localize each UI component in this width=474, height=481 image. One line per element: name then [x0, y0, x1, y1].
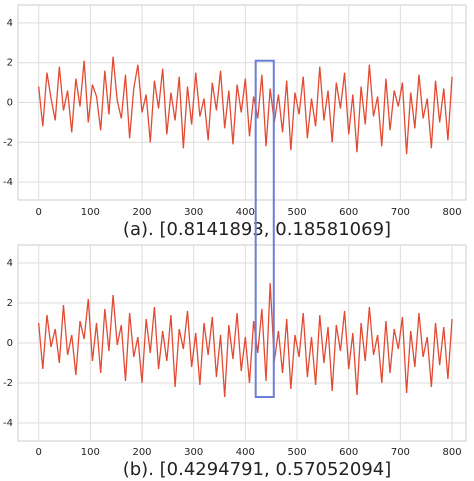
- x-tick-label: 600: [339, 207, 358, 218]
- y-tick-label: 4: [7, 258, 13, 269]
- y-tick-label: -4: [3, 177, 13, 188]
- x-tick-label: 700: [391, 207, 410, 218]
- x-tick-label: 800: [443, 447, 462, 458]
- caption: (a). [0.8141893, 0.18581069]: [123, 219, 391, 240]
- x-tick-label: 300: [184, 447, 203, 458]
- x-tick-label: 0: [35, 447, 41, 458]
- highlight-box: [254, 59, 275, 398]
- y-tick-label: -2: [3, 137, 13, 148]
- x-tick-label: 400: [236, 447, 255, 458]
- x-tick-label: 500: [287, 447, 306, 458]
- y-tick-label: 4: [7, 18, 13, 29]
- x-tick-label: 200: [132, 207, 151, 218]
- x-tick-label: 100: [81, 447, 100, 458]
- x-tick-label: 400: [236, 207, 255, 218]
- data-line: [38, 282, 453, 398]
- x-tick-label: 300: [184, 207, 203, 218]
- y-tick-label: -2: [3, 378, 13, 389]
- x-tick-label: 700: [391, 447, 410, 458]
- x-tick-label: 100: [81, 207, 100, 218]
- y-tick-label: 0: [7, 338, 13, 349]
- y-tick-label: 2: [7, 58, 13, 69]
- x-tick-label: 0: [35, 207, 41, 218]
- x-tick-label: 500: [287, 207, 306, 218]
- y-tick-label: 0: [7, 98, 13, 109]
- data-line: [38, 56, 453, 155]
- x-tick-label: 200: [132, 447, 151, 458]
- x-tick-label: 800: [443, 207, 462, 218]
- y-tick-label: 2: [7, 298, 13, 309]
- caption: (b). [0.4294791, 0.57052094]: [123, 459, 392, 480]
- y-tick-label: -4: [3, 418, 13, 429]
- x-tick-label: 600: [339, 447, 358, 458]
